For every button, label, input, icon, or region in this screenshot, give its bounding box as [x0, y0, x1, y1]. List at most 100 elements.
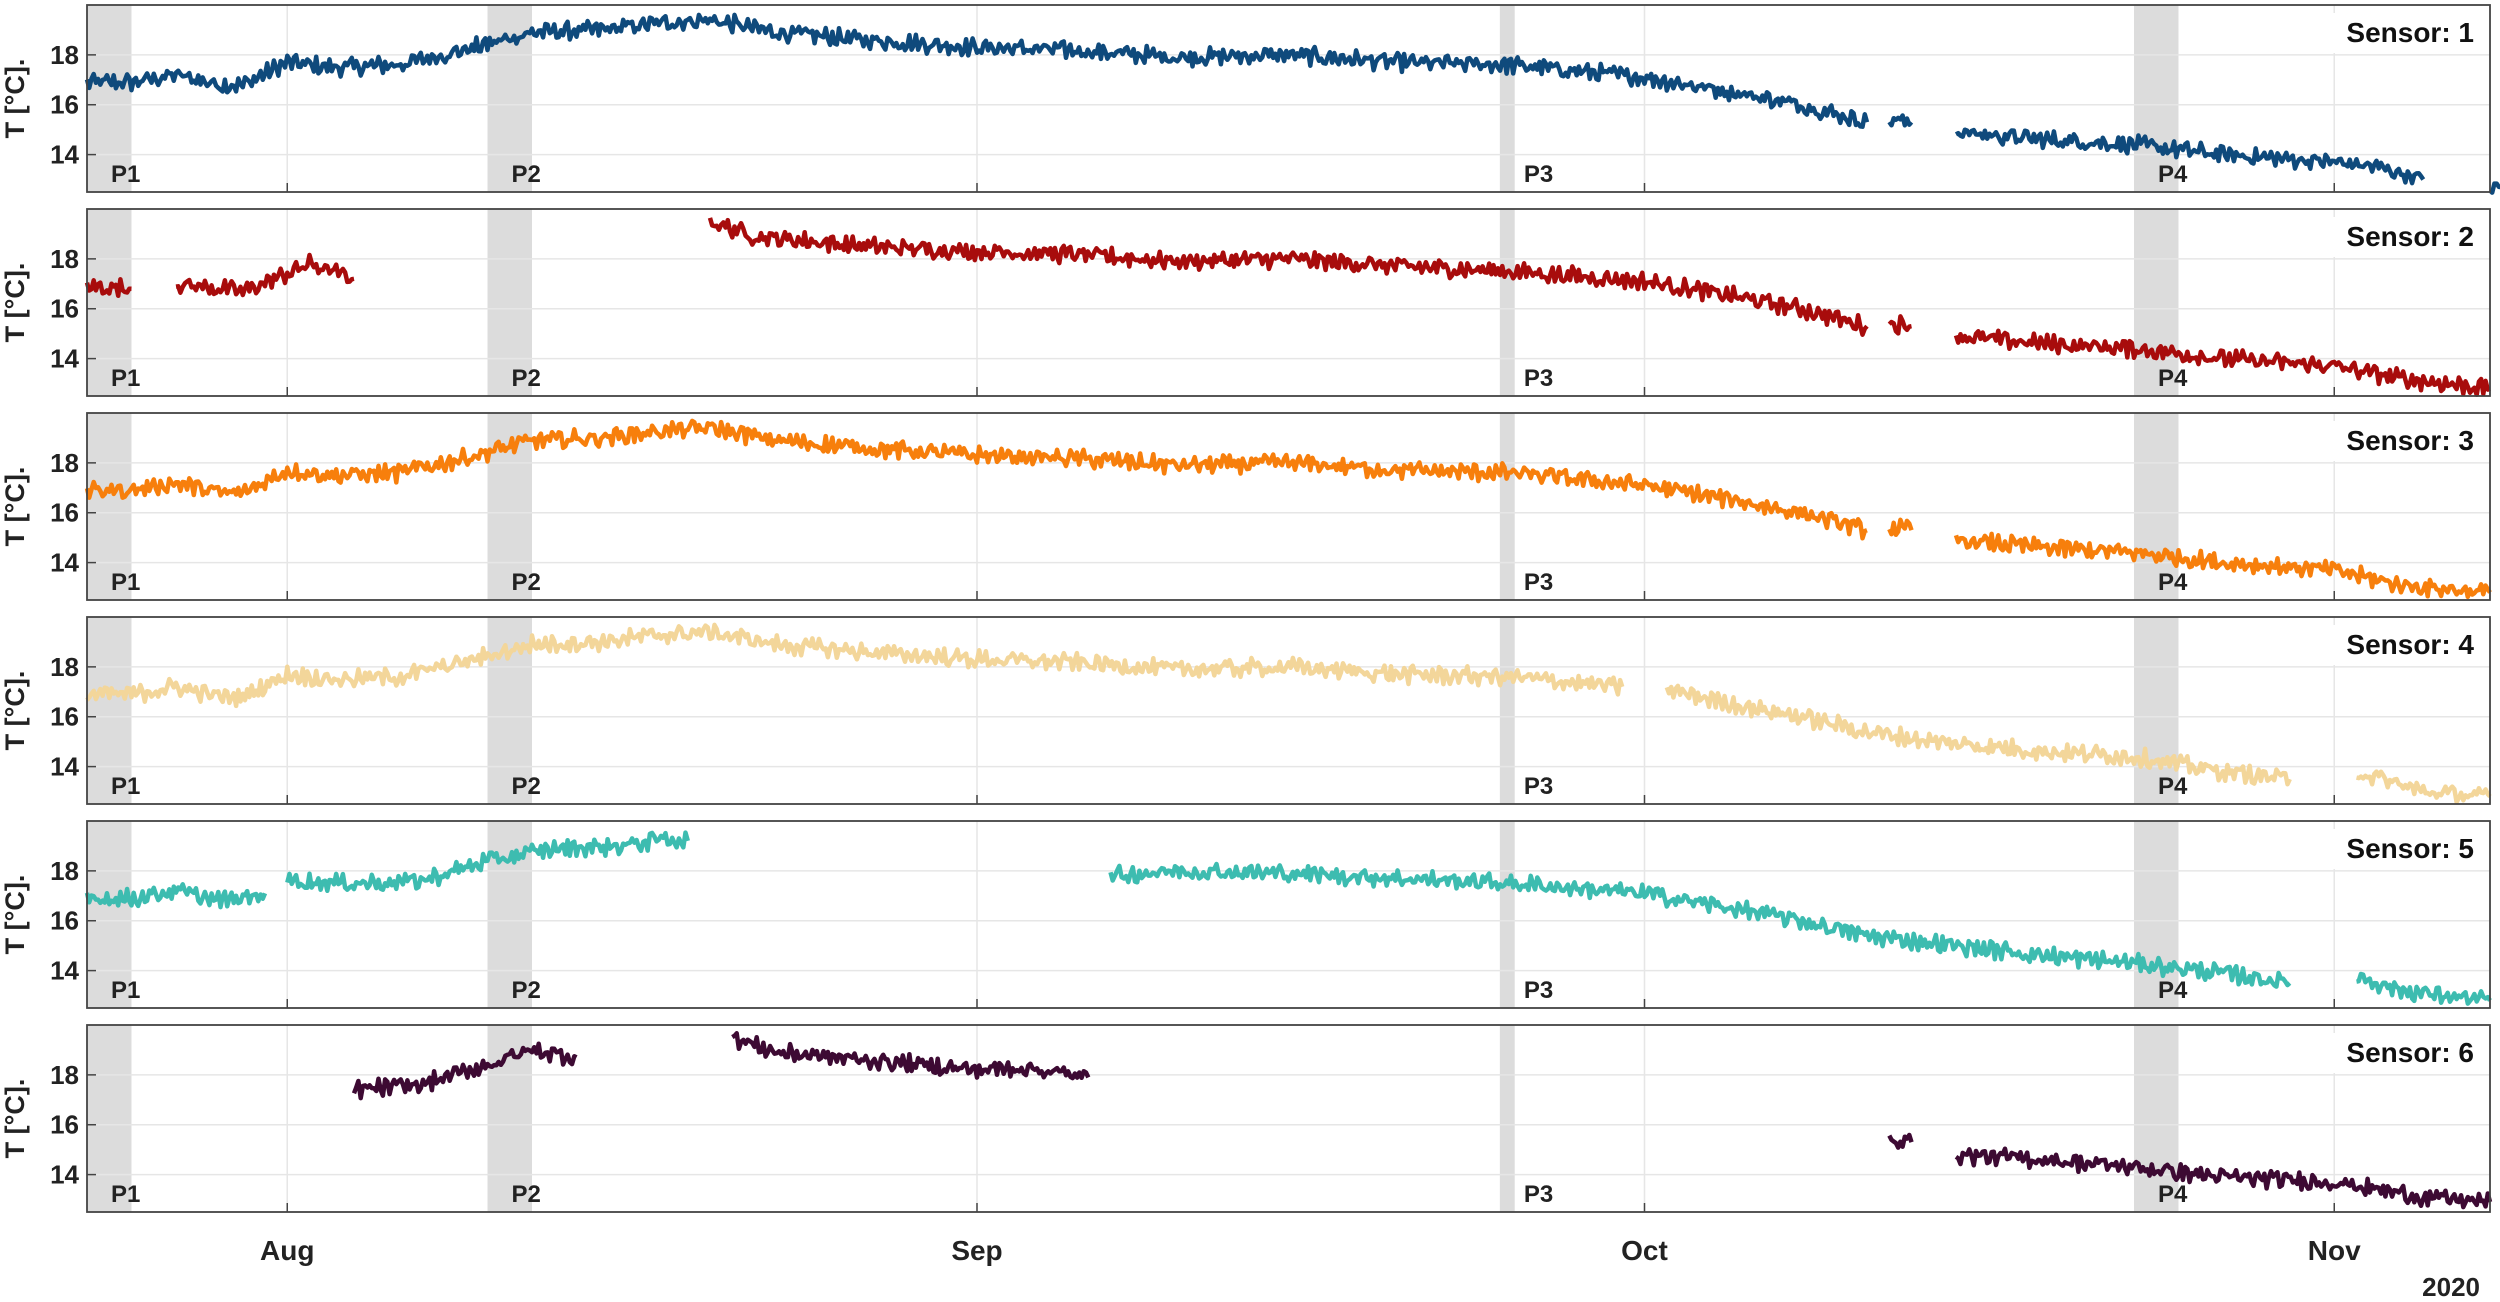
x-tick-labels: Aug Sep Oct Nov: [260, 1235, 2361, 1266]
period-label-p3: P3: [1524, 161, 1553, 188]
period-label-p4: P4: [2158, 365, 2188, 392]
sensor-title-box: [2254, 217, 2480, 257]
x-tick-label: Oct: [1621, 1235, 1668, 1266]
sensor-6-series-segment: [351, 1041, 578, 1101]
period-band-p1: [87, 617, 132, 804]
y-axis-label: T [°C].: [0, 467, 30, 547]
period-band-p1: [87, 821, 132, 1008]
sensor-panel-3: 14 16 18 T [°C]. P1 P2 P3 P4 Sensor: 3: [0, 412, 2492, 601]
sensor-title: Sensor: 4: [2346, 629, 2474, 660]
sensor-6-series-segment: [731, 1031, 1091, 1081]
period-label-p1: P1: [111, 773, 140, 800]
y-tick-label: 18: [50, 1060, 79, 1090]
period-label-p3: P3: [1524, 773, 1553, 800]
panel-frame: [86, 4, 2491, 193]
sensor-5-series-segment: [1108, 861, 2292, 989]
sensor-title-box: [2254, 421, 2480, 461]
period-band-p3: [1499, 821, 1515, 1008]
period-band-p4: [2134, 5, 2179, 192]
sensor-title-box: [2254, 829, 2480, 869]
sensor-2-series-segment: [707, 217, 1869, 337]
x-tick-label: Sep: [951, 1235, 1002, 1266]
y-axis-label: T [°C].: [0, 875, 30, 955]
x-tick-label: Aug: [260, 1235, 314, 1266]
panel-frame: [86, 820, 2491, 1009]
period-label-p3: P3: [1524, 365, 1553, 392]
sensor-1-series-segment: [1954, 127, 2426, 186]
y-tick-label: 14: [50, 752, 79, 782]
sensor-6-series-segment: [1887, 1132, 1914, 1150]
period-band-p2: [487, 209, 532, 396]
y-tick-label: 16: [50, 90, 79, 120]
y-axis-label: T [°C].: [0, 263, 30, 343]
period-label-p1: P1: [111, 161, 140, 188]
period-label-p4: P4: [2158, 977, 2188, 1004]
sensor-panel-4: 14 16 18 T [°C]. P1 P2 P3 P4 Sensor: 4: [0, 616, 2492, 805]
y-tick-label: 14: [50, 548, 79, 578]
period-label-p4: P4: [2158, 161, 2188, 188]
period-label-p2: P2: [512, 977, 541, 1004]
period-band-p3: [1499, 1025, 1515, 1212]
sensor-panel-5: 14 16 18 T [°C]. P1 P2 P3 P4 Sensor: 5: [0, 820, 2492, 1009]
x-tick-label: Nov: [2308, 1235, 2361, 1266]
sensor-title: Sensor: 1: [2346, 17, 2474, 48]
period-band-p4: [2134, 209, 2179, 396]
period-label-p1: P1: [111, 365, 140, 392]
panel-frame: [86, 1024, 2491, 1213]
y-axis-label: T [°C].: [0, 1079, 30, 1159]
period-label-p4: P4: [2158, 569, 2188, 596]
period-label-p3: P3: [1524, 569, 1553, 596]
period-band-p4: [2134, 413, 2179, 600]
sensor-3-series-segment: [1887, 517, 1914, 538]
period-band-p3: [1499, 5, 1515, 192]
y-tick-label: 16: [50, 1110, 79, 1140]
sensor-2-series-segment: [1953, 328, 2492, 398]
y-tick-label: 16: [50, 906, 79, 936]
y-tick-label: 18: [50, 652, 79, 682]
period-label-p3: P3: [1524, 1181, 1553, 1208]
y-axis-label: T [°C].: [0, 59, 30, 139]
sensor-panel-2: 14 16 18 T [°C]. P1 P2 P3 P4 Sensor: 2: [0, 208, 2492, 398]
sensor-4-series-segment: [1664, 683, 2292, 787]
period-band-p3: [1499, 617, 1515, 804]
period-band-p3: [1499, 209, 1515, 396]
period-label-p1: P1: [111, 1181, 140, 1208]
period-band-p1: [87, 1025, 132, 1212]
y-tick-label: 14: [50, 956, 79, 986]
period-band-p1: [87, 209, 132, 396]
sensor-title: Sensor: 5: [2346, 833, 2474, 864]
y-tick-label: 18: [50, 856, 79, 886]
panel-frame: [86, 616, 2491, 805]
sensor-5-series-segment: [84, 882, 268, 910]
sensor-3-series-segment: [1953, 531, 2492, 600]
period-label-p4: P4: [2158, 773, 2188, 800]
sensor-2-series-segment: [175, 252, 355, 298]
period-label-p1: P1: [111, 977, 140, 1004]
period-label-p3: P3: [1524, 977, 1553, 1004]
period-label-p4: P4: [2158, 1181, 2188, 1208]
sensor-3-series-segment: [84, 418, 1868, 541]
sensor-5-series-segment: [2356, 971, 2492, 1006]
sensor-2-series-segment: [84, 277, 132, 299]
y-tick-label: 18: [50, 448, 79, 478]
y-tick-label: 14: [50, 1160, 79, 1190]
period-band-p4: [2134, 821, 2179, 1008]
y-tick-label: 16: [50, 294, 79, 324]
period-band-p1: [87, 413, 132, 600]
sensor-panels: 14 16 18 T [°C]. P1 P2 P3 P4 Sensor: 1 14 16 18 T [°…: [0, 4, 2500, 1213]
y-tick-label: 18: [50, 244, 79, 274]
sensor-title-box: [2254, 13, 2480, 53]
sensor-panel-6: 14 16 18 T [°C]. P1 P2 P3 P4 Sensor: 6: [0, 1024, 2493, 1213]
sensor-panel-1: 14 16 18 T [°C]. P1 P2 P3 P4 Sensor: 1: [0, 4, 2500, 195]
panel-frame: [86, 412, 2491, 601]
sensor-title: Sensor: 2: [2346, 221, 2474, 252]
sensor-2-series-segment: [1887, 314, 1912, 336]
sensor-4-series-segment: [2356, 769, 2492, 805]
y-axis-label: T [°C].: [0, 671, 30, 751]
period-band-p3: [1499, 413, 1515, 600]
sensor-1-series-segment: [2488, 181, 2500, 195]
period-label-p1: P1: [111, 569, 140, 596]
period-label-p2: P2: [512, 773, 541, 800]
period-band-p4: [2134, 1025, 2179, 1212]
